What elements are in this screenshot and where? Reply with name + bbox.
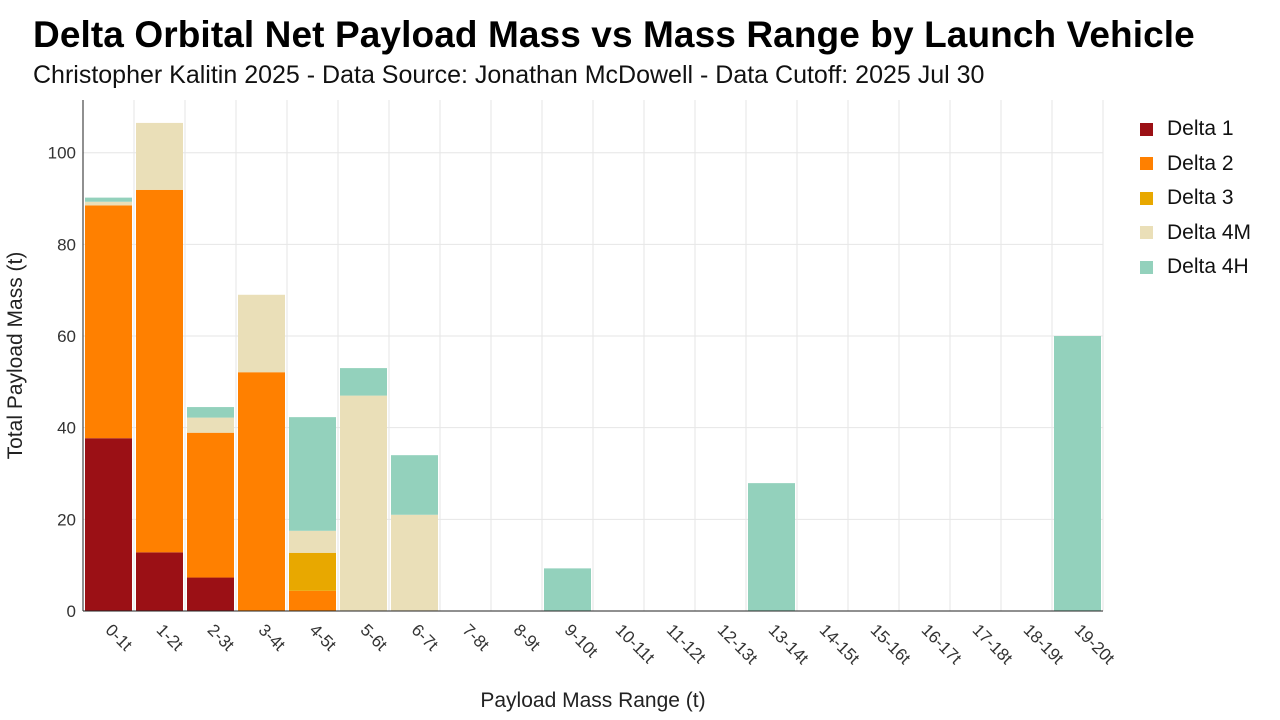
legend-label: Delta 2 bbox=[1167, 151, 1234, 175]
bar-segment bbox=[391, 455, 438, 515]
bar-segment bbox=[544, 568, 591, 611]
bar-segment bbox=[85, 438, 132, 611]
bar-segment bbox=[136, 122, 183, 190]
bar-segment bbox=[340, 395, 387, 611]
bar-segment bbox=[289, 552, 336, 591]
legend-swatch bbox=[1140, 122, 1153, 136]
bar-segment bbox=[289, 530, 336, 553]
legend-label: Delta 4M bbox=[1167, 220, 1252, 244]
x-tick-label: 1-2t bbox=[153, 620, 187, 654]
x-axis-label: Payload Mass Range (t) bbox=[480, 689, 705, 712]
y-tick-label: 40 bbox=[57, 419, 76, 438]
bar-segment bbox=[136, 552, 183, 611]
legend-item[interactable]: Delta 4H bbox=[1140, 250, 1251, 285]
chart-title: Delta Orbital Net Payload Mass vs Mass R… bbox=[33, 14, 1195, 55]
x-tick-label: 7-8t bbox=[459, 620, 493, 654]
legend-item[interactable]: Delta 2 bbox=[1140, 147, 1251, 182]
x-tick-label: 0-1t bbox=[102, 620, 136, 654]
x-tick-label: 12-13t bbox=[714, 620, 762, 668]
y-tick-label: 80 bbox=[57, 235, 76, 254]
chart-subtitle: Christopher Kalitin 2025 - Data Source: … bbox=[33, 61, 985, 89]
bar-segment bbox=[289, 417, 336, 531]
x-tick-label: 11-12t bbox=[663, 620, 710, 667]
bar-segment bbox=[289, 590, 336, 611]
x-tick-label: 16-17t bbox=[918, 620, 966, 668]
legend-item[interactable]: Delta 4M bbox=[1140, 216, 1251, 251]
legend-swatch bbox=[1140, 191, 1153, 205]
x-tick-label: 15-16t bbox=[867, 620, 915, 668]
x-tick-label: 14-15t bbox=[816, 620, 864, 668]
bar-segment bbox=[85, 197, 132, 202]
bar-segment bbox=[136, 189, 183, 553]
legend-swatch bbox=[1140, 226, 1153, 240]
legend-item[interactable]: Delta 1 bbox=[1140, 112, 1251, 147]
bar-segment bbox=[187, 417, 234, 433]
x-tick-label: 9-10t bbox=[561, 620, 602, 661]
x-tick-label: 17-18t bbox=[969, 620, 1017, 668]
bar-segment bbox=[238, 294, 285, 373]
y-tick-label: 0 bbox=[67, 602, 76, 621]
bar-segment bbox=[748, 483, 795, 611]
x-tick-label: 2-3t bbox=[204, 620, 238, 654]
bar-segment bbox=[85, 201, 132, 206]
bar-segment bbox=[187, 407, 234, 418]
legend-label: Delta 4H bbox=[1167, 255, 1249, 279]
bar-segment bbox=[187, 577, 234, 611]
y-tick-label: 20 bbox=[57, 510, 76, 529]
bar-segment bbox=[340, 368, 387, 396]
y-axis-label: Total Payload Mass (t) bbox=[4, 252, 27, 460]
legend-swatch bbox=[1140, 157, 1153, 171]
x-tick-label: 6-7t bbox=[408, 620, 442, 654]
legend-swatch bbox=[1140, 260, 1153, 274]
bar-segment bbox=[85, 205, 132, 439]
x-tick-label: 5-6t bbox=[357, 620, 391, 654]
bar-segment bbox=[1054, 336, 1101, 611]
bar-segment bbox=[238, 372, 285, 611]
x-tick-label: 18-19t bbox=[1020, 620, 1068, 668]
legend-item[interactable]: Delta 3 bbox=[1140, 181, 1251, 216]
legend-label: Delta 3 bbox=[1167, 186, 1234, 210]
x-tick-label: 4-5t bbox=[306, 620, 340, 654]
x-tick-label: 10-11t bbox=[612, 620, 659, 667]
x-tick-label: 13-14t bbox=[765, 620, 813, 668]
bar-segment bbox=[391, 514, 438, 611]
legend-label: Delta 1 bbox=[1167, 117, 1234, 141]
x-tick-label: 8-9t bbox=[510, 620, 544, 654]
x-tick-label: 19-20t bbox=[1071, 620, 1119, 668]
bar-segment bbox=[187, 432, 234, 578]
x-tick-label: 3-4t bbox=[255, 620, 289, 654]
legend: Delta 1 Delta 2 Delta 3 Delta 4M Delta 4H bbox=[1140, 112, 1251, 285]
y-tick-label: 100 bbox=[48, 144, 76, 163]
y-tick-label: 60 bbox=[57, 327, 76, 346]
